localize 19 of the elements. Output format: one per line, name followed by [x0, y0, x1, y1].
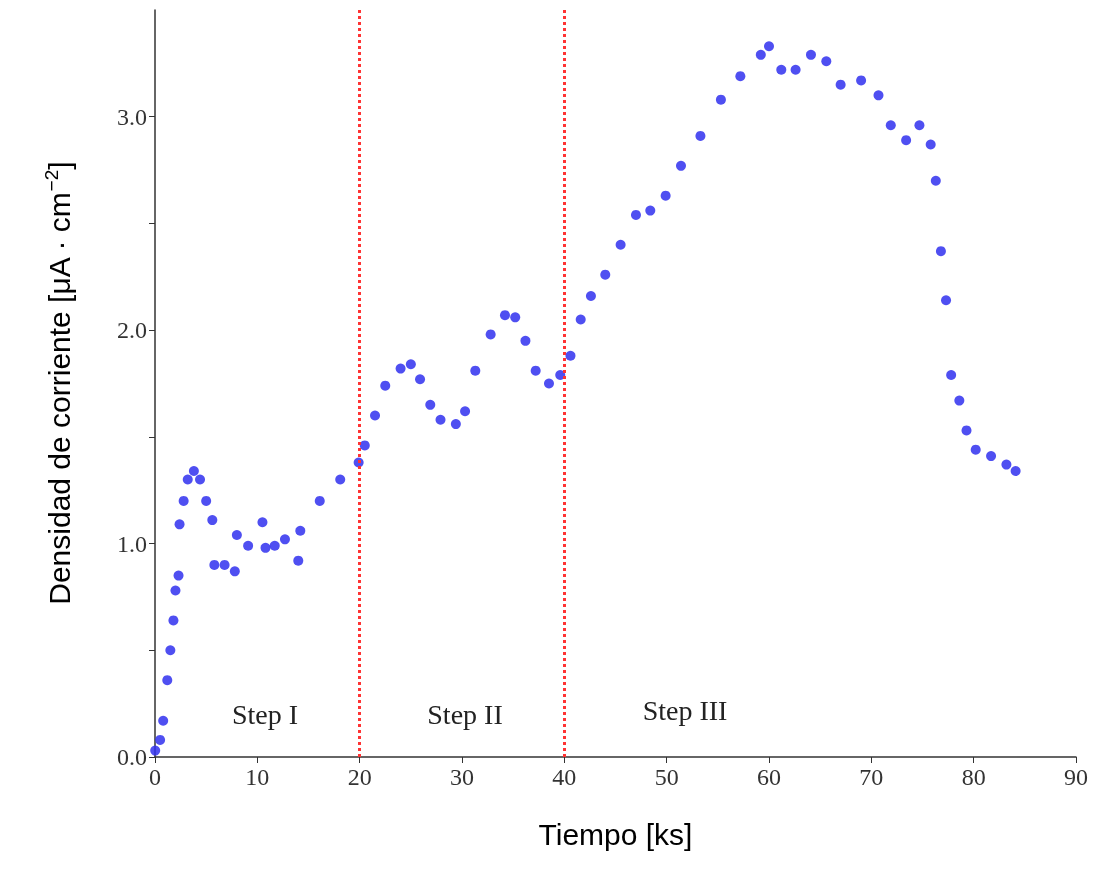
y-tick-label: 3.0	[117, 103, 147, 130]
x-tick-label: 10	[245, 764, 270, 790]
x-tick-label: 0	[149, 764, 161, 790]
x-tick-label: 30	[450, 764, 474, 790]
x-tick-label: 70	[859, 764, 884, 790]
y-tick-label: 1.0	[117, 530, 147, 557]
x-tick-label: 80	[961, 764, 986, 790]
annotation: Step II	[427, 698, 503, 730]
annotation: Step III	[642, 694, 728, 726]
x-tick-label: 90	[1064, 764, 1088, 790]
annotation: Step I	[231, 698, 299, 730]
x-tick-label: 40	[552, 764, 577, 790]
x-axis-title: Tiempo [ks]	[538, 817, 693, 851]
x-tick-label: 50	[654, 764, 679, 790]
y-tick-label: 0.0	[117, 744, 147, 770]
y-tick-label: 2.0	[117, 317, 147, 344]
y-axis-title: Densidad de corriente [μA · cm−2]	[41, 161, 76, 605]
x-tick-label: 60	[757, 764, 781, 790]
x-tick-label: 20	[347, 764, 372, 790]
